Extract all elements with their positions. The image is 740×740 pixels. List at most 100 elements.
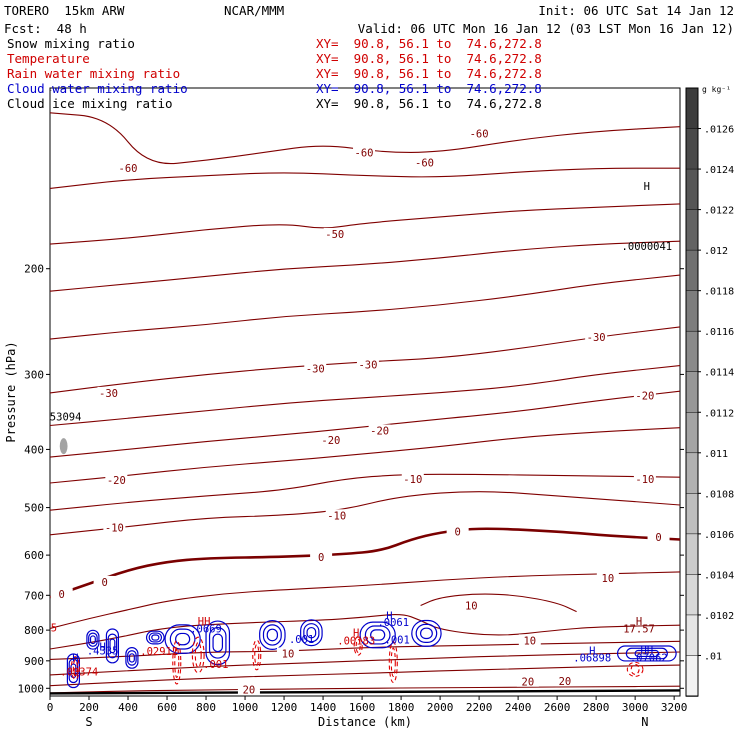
contour-label: 20: [522, 677, 535, 689]
temperature-contour: [50, 365, 680, 427]
cloud-water-contour: [88, 632, 98, 647]
max-annotation: H: [353, 628, 359, 640]
contour-label-bg: [596, 571, 619, 583]
rain-water-contour: [172, 640, 182, 685]
cloud-water-contour: [127, 650, 137, 666]
contour-label: -30: [358, 360, 377, 372]
cloud-water-contour: [107, 633, 118, 659]
plot-frame: [49, 87, 681, 697]
contour-label: -20: [370, 425, 389, 437]
colorbar-label: .0112: [704, 408, 734, 419]
contour-label-bg: [368, 424, 391, 436]
max-annotation: .06898: [573, 653, 611, 665]
max-annotation: H: [636, 616, 642, 628]
cloud-water-contour: [300, 619, 323, 647]
max-annotation: H: [72, 653, 78, 665]
x-tick-label: 3200: [661, 701, 688, 714]
contour-label-bg: [319, 434, 342, 446]
contour-label-bg: [413, 156, 436, 168]
cloud-water-contour: [164, 624, 201, 654]
temperature-contour: [50, 614, 680, 650]
colorbar-unit: g kg⁻¹: [702, 85, 731, 94]
contour-label-bg: [353, 146, 376, 158]
field-xy: XY= 90.8, 56.1 to 74.6,272.8: [316, 36, 542, 51]
ground-surface-line: [50, 689, 680, 695]
colorbar-band: [685, 371, 699, 414]
contour-label: 0: [101, 577, 107, 589]
contour-label: -50: [325, 229, 344, 241]
colorbar-label: .0118: [704, 287, 734, 298]
colorbar-band: [685, 574, 699, 616]
contour-label-bg: [647, 531, 670, 543]
colorbar-band: [685, 452, 699, 495]
contour-label: 20: [243, 685, 256, 697]
endpoint-right: N: [641, 715, 648, 729]
field-name: Cloud water mixing ratio: [7, 81, 188, 96]
contour-label-bg: [117, 162, 140, 174]
max-annotation: 5: [51, 623, 57, 635]
model-title: TORERO 15km ARW: [4, 3, 125, 18]
colorbar-label: .0116: [704, 327, 734, 338]
temperature-contour: [50, 473, 680, 511]
contour-label-bg: [518, 634, 541, 646]
cloud-water-contour: [370, 629, 386, 641]
colorbar-label: .0126: [704, 125, 734, 136]
contour-label: -60: [415, 157, 434, 169]
temperature-contour: [50, 491, 680, 536]
cloud-water-contour: [616, 645, 677, 662]
max-annotation: 17.57: [623, 624, 655, 636]
colorbar-band: [685, 128, 699, 170]
max-annotation: HH: [198, 616, 211, 628]
temperature-contour: [420, 593, 577, 613]
field-xy: XY= 90.8, 56.1 to 74.6,272.8: [316, 51, 542, 66]
contour-label: 0: [318, 552, 324, 564]
contour-label: -10: [327, 510, 346, 522]
rain-water-contour: [630, 663, 640, 675]
rain-water-contour: [353, 636, 363, 656]
colorbar-band: [685, 614, 699, 657]
rain-water-contour: [70, 656, 80, 680]
colorbar-band: [685, 533, 699, 576]
cloud-water-contour: [259, 619, 286, 650]
contour-label: 0: [655, 532, 661, 544]
contour-label-bg: [401, 472, 424, 484]
y-tick-label: 400: [24, 443, 44, 456]
contour-label-bg: [276, 647, 299, 659]
x-tick-label: 2200: [466, 701, 493, 714]
init-time: Init: 06 UTC Sat 14 Jan 12: [538, 3, 734, 18]
contour-label: 10: [602, 573, 615, 585]
endpoint-left: S: [85, 715, 92, 729]
max-annotation: .00374: [60, 666, 98, 678]
forecast-hour: Fcst: 48 h: [4, 21, 87, 36]
colorbar-label: .012: [704, 246, 728, 257]
temperature-contour: [50, 240, 680, 292]
contour-label-bg: [103, 521, 126, 533]
x-tick-label: 3000: [622, 701, 649, 714]
y-tick-label: 500: [24, 502, 44, 515]
rain-water-contour: [390, 647, 396, 677]
contour-label-bg: [585, 331, 608, 343]
max-annotation: .001: [203, 659, 228, 671]
contour-label: 10: [523, 635, 536, 647]
contour-label: 20: [559, 676, 572, 688]
colorbar-frame: [685, 87, 699, 697]
temperature-contour: [50, 651, 680, 676]
temperature-contour: [50, 685, 680, 694]
field-name: Cloud ice mixing ratio: [7, 96, 173, 111]
colorbar-band: [685, 290, 699, 332]
field-xy: XY= 90.8, 56.1 to 74.6,272.8: [316, 66, 542, 81]
rain-water-contour: [252, 639, 262, 671]
max-annotation: H: [99, 641, 105, 653]
colorbar-label: .0104: [704, 570, 734, 581]
field-name: Snow mixing ratio: [7, 36, 135, 51]
contour-label: -30: [587, 332, 606, 344]
field-name: Temperature: [7, 51, 90, 66]
max-annotation: H: [386, 610, 392, 622]
max-annotation: .07062: [630, 653, 668, 665]
colorbar-band: [685, 168, 699, 211]
max-annotation: H: [644, 181, 650, 193]
colorbar-band: [685, 330, 699, 373]
cloud-water-contour: [411, 619, 442, 647]
max-annotation: .02912: [140, 646, 178, 658]
cloud-water-contour: [212, 633, 224, 653]
